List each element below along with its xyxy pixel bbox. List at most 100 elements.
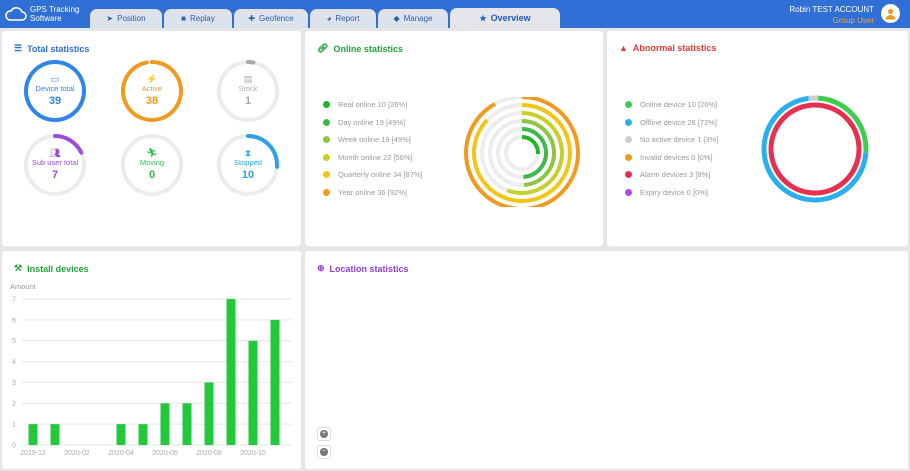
zoom-out-button[interactable]: − (317, 445, 331, 459)
y-tick-label: 2 (12, 401, 16, 408)
user-name: Robin TEST ACCOUNT (789, 5, 874, 14)
y-tick-label: 3 (12, 380, 16, 387)
ring-value: 39 (48, 95, 62, 107)
bar-2020-04[interactable] (116, 424, 126, 445)
bar-2020-06[interactable] (160, 403, 170, 445)
legend-item[interactable]: Alarm devices 3 [8%] (625, 166, 718, 184)
legend-item[interactable]: No active device 1 [3%] (625, 131, 718, 149)
total-statistics-title-text: Total statistics (27, 43, 90, 54)
abnormal-legend: Online device 10 [26%] Offline device 28 … (625, 96, 718, 201)
stat-ring-stock[interactable]: ▤ Stock 1 (216, 59, 280, 123)
running-person-icon: 🏃︎ (146, 148, 158, 158)
online-ring-arc[interactable] (521, 135, 540, 155)
online-rings-chart (464, 97, 580, 207)
stat-ring-moving[interactable]: 🏃︎ Moving 0 (120, 133, 184, 197)
navigation-arrow-icon: ➤ (106, 14, 114, 23)
y-tick-label: 1 (12, 422, 16, 429)
tab-position[interactable]: ➤ Position (90, 9, 162, 28)
online-statistics-panel: 🔗︎ Online statistics Real online 10 [26%… (305, 31, 603, 246)
online-ring-arc[interactable] (521, 127, 548, 179)
ring-gauge (217, 60, 279, 122)
bar-2020-11[interactable] (270, 319, 280, 445)
legend-item[interactable]: Online device 10 [26%] (625, 96, 718, 114)
app-logo[interactable]: GPS Tracking Software (5, 3, 85, 25)
online-ring-arc[interactable] (464, 97, 580, 207)
bar-2020-07[interactable] (182, 403, 192, 445)
legend-item[interactable]: Offline device 28 [72%] (625, 114, 718, 132)
tab-geofence[interactable]: ✚ Geofence (234, 9, 308, 28)
abnormal-statistics-title: ▲ Abnormal statistics (619, 43, 716, 53)
bar-2020-05[interactable] (138, 424, 148, 445)
ring-content: ▭ Device total 39 (23, 59, 87, 123)
legend-item[interactable]: Week online 19 [49%] (323, 131, 423, 149)
stat-ring-device-total[interactable]: ▭ Device total 39 (23, 59, 87, 123)
bar-2020-08[interactable] (204, 382, 214, 445)
tab-position-label: Position (117, 14, 146, 23)
top-bar: GPS Tracking Software ➤ Position ■ Repla… (0, 0, 910, 28)
legend-dot (625, 101, 632, 109)
legend-item[interactable]: Month online 22 [56%] (323, 149, 423, 167)
pie-chart-icon: ◕ (326, 14, 332, 23)
zoom-in-button[interactable]: + (317, 427, 331, 441)
location-statistics-title-text: Location statistics (329, 263, 409, 274)
ring-gauge (24, 134, 86, 196)
legend-label: Invalid devices 0 [0%] (640, 152, 713, 162)
ring-content: ⚡ Active 38 (120, 59, 184, 123)
x-tick-label: 2020-08 (196, 450, 222, 457)
ring-label: Stock (238, 84, 258, 93)
ring-value: 7 (51, 169, 59, 181)
abnormal-outer-segment[interactable] (761, 95, 869, 203)
ring-content: ⧗ Stopped 10 (216, 133, 280, 197)
online-ring-arc[interactable] (506, 111, 564, 195)
tab-overview[interactable]: ★ Overview (450, 8, 560, 28)
bar-2019-12[interactable] (28, 424, 38, 445)
app-title-line1: GPS Tracking (30, 5, 80, 14)
ring-progress-arc (53, 134, 84, 155)
monitor-icon: ▭ (50, 74, 60, 84)
legend-item[interactable]: Quarterly online 34 [87%] (323, 166, 423, 184)
ring-content: 👥︎ Sub user total 7 (23, 133, 87, 197)
legend-dot (323, 171, 330, 179)
install-devices-title-text: Install devices (27, 263, 89, 274)
ring-label: Device total (35, 84, 75, 93)
tab-replay[interactable]: ■ Replay (164, 9, 232, 28)
stat-ring-active[interactable]: ⚡ Active 38 (120, 59, 184, 123)
ring-content: ▤ Stock 1 (216, 59, 280, 123)
online-ring-arc[interactable] (472, 103, 572, 203)
bar-2020-09[interactable] (226, 299, 236, 445)
legend-label: Expiry device 0 [0%] (640, 187, 708, 197)
cube-icon: ◆ (393, 14, 400, 23)
legend-label: Day online 19 [49%] (338, 117, 406, 127)
tab-manage-label: Manage (403, 14, 433, 23)
legend-item[interactable]: Expiry device 0 [0%] (625, 184, 718, 202)
abnormal-inner-ring[interactable] (768, 102, 862, 196)
legend-item[interactable]: Day online 19 [49%] (323, 114, 423, 132)
hammer-icon: ⚒ (14, 263, 23, 273)
minus-icon: − (320, 448, 328, 456)
ring-gauge (121, 60, 183, 122)
x-tick-label: 2019-12 (20, 450, 46, 457)
stat-ring-stopped[interactable]: ⧗ Stopped 10 (216, 133, 280, 197)
tab-report[interactable]: ◕ Report (310, 9, 376, 28)
user-info[interactable]: Robin TEST ACCOUNT Group User (789, 4, 874, 26)
stat-ring-sub-user-total[interactable]: 👥︎ Sub user total 7 (23, 133, 87, 197)
link-icon: 🔗︎ (317, 43, 329, 53)
cloud-icon (5, 7, 27, 21)
video-camera-icon: ■ (181, 14, 186, 23)
ring-content: 🏃︎ Moving 0 (120, 133, 184, 197)
abnormal-outer-segment[interactable] (814, 95, 869, 153)
legend-item[interactable]: Real online 10 [26%] (323, 96, 423, 114)
online-ring-arc[interactable] (521, 119, 556, 187)
tab-geofence-label: Geofence (259, 14, 294, 23)
avatar[interactable] (881, 4, 900, 23)
tab-manage[interactable]: ◆ Manage (378, 9, 448, 28)
legend-item[interactable]: Invalid devices 0 [0%] (625, 149, 718, 167)
legend-item[interactable]: Year online 36 [92%] (323, 184, 423, 202)
y-tick-label: 5 (12, 338, 16, 345)
total-statistics-title: ☰ Total statistics (14, 43, 89, 54)
bar-2020-10[interactable] (248, 340, 258, 445)
ring-progress-arc (121, 60, 183, 122)
install-devices-title: ⚒ Install devices (14, 263, 89, 274)
puzzle-icon: ✚ (248, 14, 255, 23)
bar-2020-01[interactable] (50, 424, 60, 445)
